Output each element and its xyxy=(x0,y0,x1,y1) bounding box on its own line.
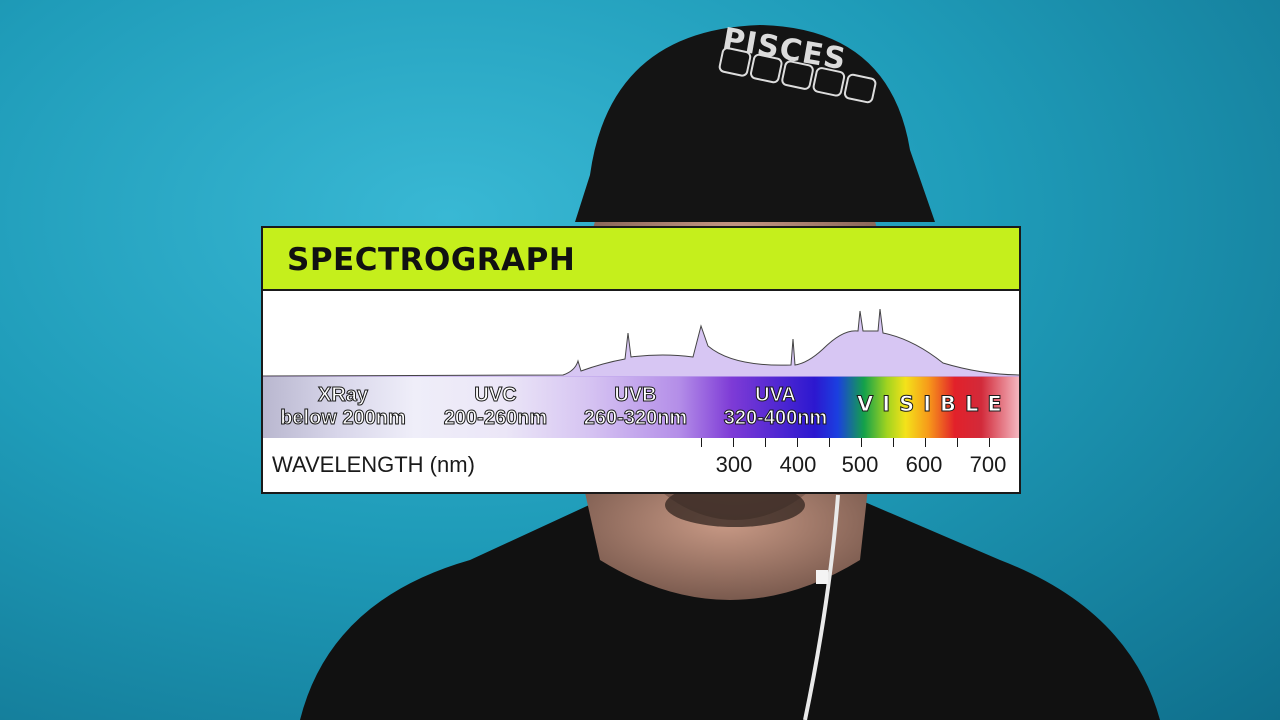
wavelength-axis: WAVELENGTH (nm) 300 400 500 600 700 xyxy=(263,438,1019,492)
spectrum-band xyxy=(263,376,1019,438)
spectrum-curve xyxy=(263,308,1019,377)
earphone-cable xyxy=(803,494,840,720)
axis-tick xyxy=(989,438,990,447)
axis-tick xyxy=(829,438,830,447)
axis-tick-label: 500 xyxy=(841,452,879,477)
axis-tick-label: 300 xyxy=(715,452,753,477)
turtle-icon xyxy=(780,59,815,91)
visible-label: VISIBLE xyxy=(857,392,1011,417)
frog-icon xyxy=(811,65,847,98)
axis-tick xyxy=(925,438,926,447)
axis-tick xyxy=(797,438,798,447)
axis-tick xyxy=(861,438,862,447)
band-label-uvb: UVB 260-320nm xyxy=(583,384,688,430)
axis-tick xyxy=(701,438,702,447)
axis-tick xyxy=(957,438,958,447)
spectrograph-header: SPECTROGRAPH xyxy=(263,228,1019,291)
band-label-uva: UVA 320-400nm xyxy=(723,384,828,430)
shirt xyxy=(300,500,1160,720)
axis-tick-label: 400 xyxy=(779,452,817,477)
cap xyxy=(575,25,935,222)
band-label-xray: XRay below 200nm xyxy=(280,384,407,430)
spectrograph-card: SPECTROGRAPH XRay below 200nm UVC 200-260n… xyxy=(261,226,1021,494)
axis-tick xyxy=(733,438,734,447)
bird-icon xyxy=(748,52,784,85)
axis-title: WAVELENGTH (nm) xyxy=(272,452,475,477)
fish-icon xyxy=(717,46,753,78)
beard xyxy=(665,483,805,527)
axis-tick-label: 700 xyxy=(969,452,1007,477)
band-label-uvc: UVC 200-260nm xyxy=(443,384,548,430)
spectrograph-title: SPECTROGRAPH xyxy=(287,242,576,278)
lizard-icon xyxy=(842,72,878,105)
axis-tick xyxy=(893,438,894,447)
axis-tick-label: 600 xyxy=(905,452,943,477)
axis-tick xyxy=(765,438,766,447)
